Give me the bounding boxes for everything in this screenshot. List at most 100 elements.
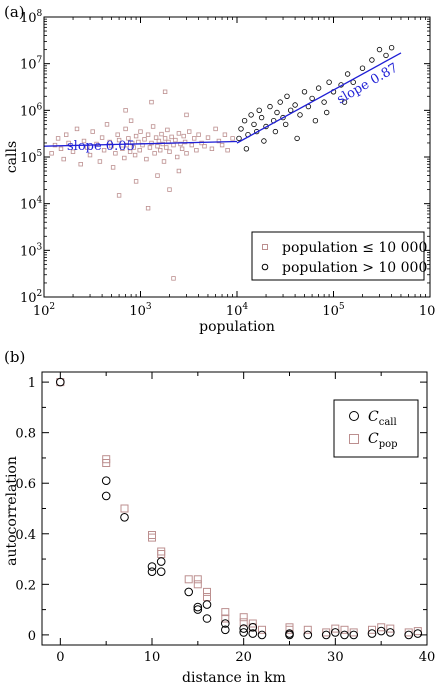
- y-tick-label: 0: [28, 629, 36, 644]
- data-point-small-population: [122, 155, 127, 161]
- data-point-large-population: [376, 46, 383, 53]
- data-point-large-population: [312, 117, 319, 124]
- data-point-small-population: [55, 136, 61, 141]
- y-tick-label: 102: [20, 289, 42, 306]
- data-point-large-population: [309, 95, 315, 102]
- data-point-small-population: [153, 135, 159, 140]
- panel-a-ylabel: calls: [4, 141, 20, 173]
- x-tick-label: 103: [129, 302, 152, 319]
- legend-ccall-sub: call: [379, 417, 397, 428]
- y-tick-label: 106: [20, 102, 43, 119]
- data-point-small-population: [87, 152, 93, 158]
- data-point-small-population: [137, 147, 142, 153]
- data-point-large-population: [344, 71, 351, 77]
- data-point-small-population: [66, 140, 71, 146]
- data-point-cpop: [368, 625, 376, 634]
- data-point-ccall: [239, 624, 248, 633]
- data-point-small-population: [150, 124, 156, 129]
- x-tick-label: 106: [419, 302, 436, 319]
- data-point-large-population: [243, 146, 250, 152]
- data-point-cpop: [349, 628, 358, 637]
- data-point-ccall: [376, 626, 386, 636]
- data-point-cpop: [193, 580, 202, 589]
- data-point-ccall: [120, 513, 129, 522]
- data-point-cpop: [322, 628, 331, 637]
- data-point-small-population: [97, 159, 103, 164]
- data-point-ccall: [202, 614, 212, 623]
- data-point-small-population: [142, 137, 147, 142]
- data-point-cpop: [331, 624, 340, 633]
- data-point-small-population: [133, 133, 139, 139]
- data-point-ccall: [193, 602, 203, 612]
- y-tick-label: 103: [20, 242, 43, 259]
- panel-b-ticks: 0 10 20 30 40 0 0.2 0.4 0.6 0.8 1: [15, 372, 435, 665]
- data-point-cpop: [413, 627, 422, 636]
- data-point-small-population: [116, 193, 122, 198]
- panel-a-legend-box: [251, 231, 425, 281]
- data-point-ccall: [321, 630, 331, 640]
- data-point-large-population: [359, 65, 366, 71]
- legend-circle-marker: [261, 263, 269, 271]
- data-point-cpop: [193, 575, 202, 584]
- data-point-cpop: [258, 625, 266, 634]
- data-point-ccall: [147, 562, 157, 571]
- data-point-ccall: [303, 630, 313, 640]
- fit-line-slope-0.87: [236, 52, 402, 144]
- data-point-small-population: [176, 131, 182, 136]
- data-point-small-population: [157, 147, 163, 153]
- data-point-small-population: [131, 145, 136, 150]
- data-point-ccall: [221, 625, 230, 635]
- data-point-small-population: [52, 142, 58, 148]
- data-point-ccall: [248, 629, 258, 638]
- y-tick-label: 0.2: [15, 578, 36, 593]
- data-point-small-population: [162, 136, 168, 141]
- data-point-small-population: [171, 276, 176, 281]
- data-point-cpop: [148, 531, 156, 539]
- x-tick-label: 30: [327, 650, 344, 665]
- data-point-cpop: [203, 587, 211, 596]
- data-point-small-population: [205, 135, 211, 140]
- data-point-large-population: [272, 128, 279, 135]
- data-point-small-population: [202, 143, 207, 149]
- data-point-small-population: [128, 118, 134, 123]
- data-point-small-population: [181, 133, 186, 139]
- data-point-large-population: [326, 79, 332, 85]
- data-point-large-population: [267, 103, 273, 110]
- data-point-large-population: [294, 135, 300, 142]
- data-point-small-population: [129, 140, 135, 146]
- y-tick-label: 104: [20, 196, 43, 213]
- data-point-cpop: [120, 504, 129, 513]
- data-point-small-population: [94, 141, 99, 147]
- data-point-ccall: [413, 629, 423, 638]
- x-tick-label: 20: [235, 650, 252, 665]
- data-point-small-population: [174, 154, 180, 160]
- legend-label-ccall: Ccall: [368, 409, 397, 428]
- data-point-large-population: [258, 114, 265, 121]
- data-point-small-population: [167, 149, 172, 154]
- data-point-small-population: [184, 151, 189, 156]
- data-point-cpop: [102, 459, 111, 467]
- data-point-large-population: [283, 121, 289, 128]
- data-point-large-population: [297, 112, 303, 118]
- legend-cpop-main: C: [368, 431, 379, 447]
- y-tick-label: 0.4: [15, 528, 36, 543]
- data-point-large-population: [277, 99, 283, 105]
- data-point-cpop: [239, 613, 248, 622]
- data-point-cpop: [184, 575, 193, 584]
- data-point-large-population: [324, 109, 330, 116]
- data-point-small-population: [90, 129, 95, 134]
- fit-label-slope-0.05: slope 0.05: [67, 139, 135, 154]
- data-point-ccall: [404, 630, 414, 640]
- data-point-small-population: [176, 168, 182, 174]
- data-point-small-population: [120, 146, 125, 151]
- data-point-cpop: [157, 547, 166, 556]
- data-point-cpop: [285, 625, 294, 634]
- data-point-small-population: [110, 165, 116, 170]
- panel-b-legend: Ccall Cpop: [333, 399, 419, 458]
- data-point-large-population: [369, 57, 375, 63]
- legend-circle-marker: [349, 411, 359, 421]
- data-point-large-population: [321, 99, 327, 105]
- data-point-small-population: [78, 161, 83, 167]
- data-point-small-population: [155, 173, 160, 178]
- data-point-cpop: [303, 625, 312, 634]
